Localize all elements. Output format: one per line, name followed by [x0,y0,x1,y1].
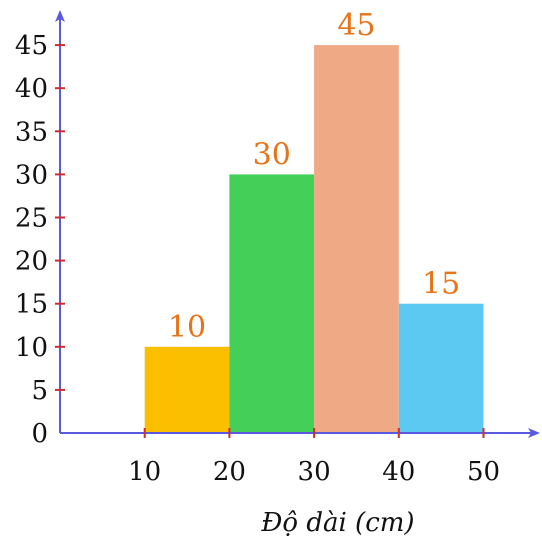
x-tick-label-10: 10 [128,457,161,487]
x-tick-label-30: 30 [298,457,331,487]
histogram-bar-3 [314,45,399,433]
y-tick-label-35: 35 [15,117,48,147]
y-tick-label-45: 45 [15,31,48,61]
histogram-bar-4 [398,303,484,433]
y-tick-label-25: 25 [15,204,48,234]
y-tick-label-10: 10 [15,333,48,363]
y-tick-label-5: 5 [31,376,48,406]
ticks-layer [55,44,485,438]
x-tick-label-40: 40 [382,457,415,487]
bar-data-label-4: 15 [422,267,460,302]
y-tick-label-0: 0 [31,419,48,449]
bar-data-label-3: 45 [337,8,375,43]
y-tick-label-15: 15 [15,290,48,320]
y-tick-label-20: 20 [15,247,48,277]
histogram-bar-1 [144,346,230,433]
axes-layer [55,10,540,438]
x-tick-label-50: 50 [467,457,500,487]
x-tick-label-20: 20 [213,457,246,487]
labels-layer: 10 30 45 15 0 5 10 15 20 25 30 35 40 45 10 20 30 40 50 [15,8,500,487]
bar-data-label-1: 10 [168,310,206,345]
histogram-bar-2 [229,174,315,433]
x-axis-title: Độ dài (cm) [260,508,414,538]
y-tick-label-40: 40 [15,74,48,104]
bar-data-label-2: 30 [253,137,291,172]
bars-layer [144,45,484,433]
y-tick-label-30: 30 [15,160,48,190]
